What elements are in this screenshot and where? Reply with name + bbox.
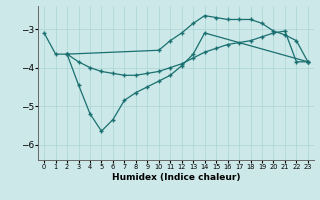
X-axis label: Humidex (Indice chaleur): Humidex (Indice chaleur) (112, 173, 240, 182)
